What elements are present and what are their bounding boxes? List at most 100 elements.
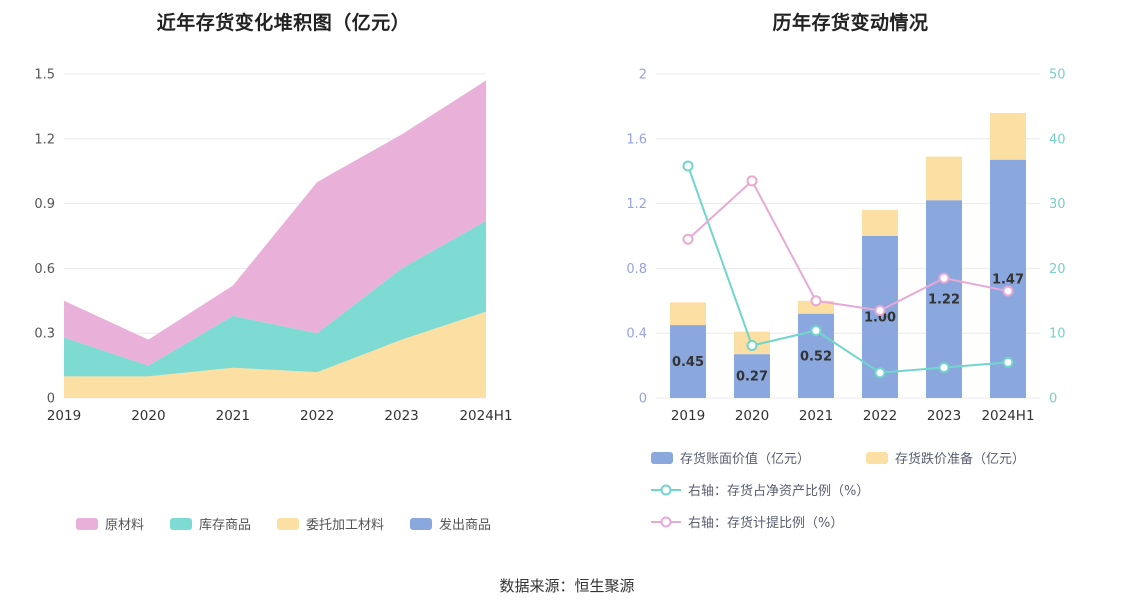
- svg-text:2: 2: [639, 68, 647, 83]
- legend-swatch-icon: [277, 517, 299, 530]
- svg-text:2020: 2020: [131, 408, 165, 424]
- line-point-marker: [874, 305, 886, 317]
- svg-text:2022: 2022: [300, 408, 334, 424]
- legend-line-marker-icon: [651, 484, 681, 495]
- bar-provision-segment: [926, 156, 962, 201]
- bar-book-value-segment: [734, 354, 770, 398]
- line-point-marker: [938, 272, 950, 284]
- legend-label: 右轴：存货占净资产比例（%）: [688, 484, 870, 499]
- legend-swatch-icon: [651, 451, 673, 464]
- legend-swatch-icon: [866, 451, 889, 464]
- legend-label: 发出商品: [439, 518, 492, 533]
- legend-label: 存货跌价准备（亿元）: [895, 452, 1026, 467]
- legend-item: 存货跌价准备（亿元）: [866, 448, 1025, 467]
- svg-text:0: 0: [1049, 392, 1057, 407]
- svg-text:50: 50: [1049, 68, 1066, 83]
- bar-value-label: 0.27: [736, 370, 768, 385]
- legend-label: 存货账面价值（亿元）: [680, 452, 811, 467]
- legend-label: 右轴：存货计提比例（%）: [688, 516, 844, 531]
- svg-text:2023: 2023: [927, 408, 961, 424]
- area-layer: [64, 80, 486, 366]
- bar-line-chart-section: 历年存货变动情况 0 0.4 0.8 1.2 1.6 2 0 10 20 30 40 50 0.45 0.…: [567, 0, 1134, 533]
- line-point-marker: [938, 362, 950, 374]
- svg-text:0: 0: [639, 392, 647, 407]
- svg-text:1.6: 1.6: [626, 132, 647, 147]
- legend-item: 委托加工材料: [277, 514, 384, 533]
- legend-item: 右轴：存货计提比例（%）: [651, 512, 1134, 531]
- line-point-marker: [682, 160, 694, 172]
- line-point-marker: [874, 367, 886, 379]
- legend-item: 原材料: [75, 514, 144, 533]
- combo-left-axis-labels: 0 0.4 0.8 1.2 1.6 2: [626, 68, 647, 407]
- svg-text:0.9: 0.9: [34, 197, 55, 212]
- combo-line-series: [682, 160, 1014, 379]
- line-point-marker: [682, 233, 694, 245]
- line-point-marker: [810, 325, 822, 337]
- combo-bars: 0.45 0.27 0.52 1.00 1.22 1.47: [670, 112, 1026, 398]
- svg-text:2023: 2023: [384, 408, 418, 424]
- svg-text:2024H1: 2024H1: [459, 408, 512, 424]
- bar-value-label: 0.45: [672, 355, 704, 370]
- combo-x-axis-labels: 2019 2020 2021 2022 2023 2024H1: [671, 408, 1035, 424]
- svg-text:1.2: 1.2: [34, 132, 55, 147]
- bar-line-combo-chart: 00.40.81.21.62010203040500.450.270.521.0…: [626, 68, 1066, 425]
- line-point-marker: [746, 175, 758, 187]
- svg-text:0.3: 0.3: [34, 327, 55, 342]
- legend-line-marker-icon: [651, 516, 681, 527]
- bar-value-label: 0.52: [800, 349, 832, 364]
- bar-provision-segment: [798, 300, 834, 314]
- legend-label: 库存商品: [198, 518, 251, 533]
- legend-swatch-icon: [75, 517, 98, 530]
- line-path: [687, 165, 1009, 374]
- area-layer: [64, 311, 486, 398]
- bar-provision-segment: [670, 302, 706, 326]
- data-source-caption: 数据来源：恒生聚源: [499, 577, 635, 595]
- legend-item: 发出商品: [410, 514, 491, 533]
- stacked-area-chart-section: 近年存货变化堆积图（亿元） 0 0.3 0.6 0.9 1.2 1.5 2019 2020 20…: [0, 0, 567, 533]
- right-chart-legend: 存货账面价值（亿元） 存货跌价准备（亿元） 右轴：存货占净资产比例（%） 右轴：存货计…: [567, 448, 1134, 531]
- svg-text:2021: 2021: [216, 408, 250, 424]
- legend-bar-row: 存货账面价值（亿元） 存货跌价准备（亿元）: [651, 448, 1134, 467]
- svg-text:2019: 2019: [671, 408, 705, 424]
- area-layer: [64, 220, 486, 377]
- svg-text:10: 10: [1049, 327, 1066, 342]
- combo-grid-lines: [656, 73, 1040, 399]
- legend-item: 存货账面价值（亿元）: [651, 448, 810, 467]
- svg-text:0.4: 0.4: [626, 327, 647, 342]
- stacked-area-chart: 0 0.3 0.6 0.9 1.2 1.5 2019 2020 2021 2022 2023 2024…: [34, 68, 513, 425]
- bar-value-label: 1.22: [928, 293, 960, 308]
- charts-row: 近年存货变化堆积图（亿元） 0 0.3 0.6 0.9 1.2 1.5 2019 2020 20…: [0, 0, 1134, 533]
- bar-value-label: 1.47: [992, 272, 1024, 287]
- legend-swatch-icon: [410, 517, 433, 530]
- line-point-marker: [1002, 285, 1014, 297]
- line-point-marker: [746, 340, 758, 352]
- left-chart-title: 近年存货变化堆积图（亿元）: [156, 12, 411, 34]
- bar-value-label: 1.00: [864, 311, 896, 326]
- svg-text:2019: 2019: [47, 408, 81, 424]
- svg-text:2022: 2022: [863, 408, 897, 424]
- svg-text:0.6: 0.6: [34, 262, 55, 277]
- combo-right-axis-labels: 0 10 20 30 40 50: [1049, 68, 1066, 407]
- legend-label: 委托加工材料: [306, 518, 385, 533]
- bar-provision-segment: [862, 210, 898, 236]
- svg-text:2021: 2021: [799, 408, 833, 424]
- line-point-marker: [1002, 356, 1014, 368]
- area-y-axis-labels: 0 0.3 0.6 0.9 1.2 1.5: [34, 68, 55, 407]
- svg-text:1.2: 1.2: [626, 197, 647, 212]
- line-path: [687, 179, 1009, 312]
- svg-text:1.5: 1.5: [34, 68, 55, 83]
- right-chart-title: 历年存货变动情况: [772, 12, 929, 34]
- area-x-axis-labels: 2019 2020 2021 2022 2023 2024H1: [47, 408, 513, 424]
- svg-text:2024H1: 2024H1: [981, 408, 1034, 424]
- svg-text:0.8: 0.8: [626, 262, 647, 277]
- legend-item: 库存商品: [169, 514, 251, 533]
- legend-item: 右轴：存货占净资产比例（%）: [651, 480, 1134, 499]
- area-stack-layers: [64, 80, 486, 398]
- svg-text:20: 20: [1049, 262, 1066, 277]
- svg-text:0: 0: [47, 392, 55, 407]
- line-point-marker: [810, 295, 822, 307]
- legend-swatch-icon: [169, 517, 192, 530]
- left-chart-legend: 原材料 库存商品 委托加工材料 发出商品: [0, 514, 567, 533]
- svg-text:40: 40: [1049, 132, 1066, 147]
